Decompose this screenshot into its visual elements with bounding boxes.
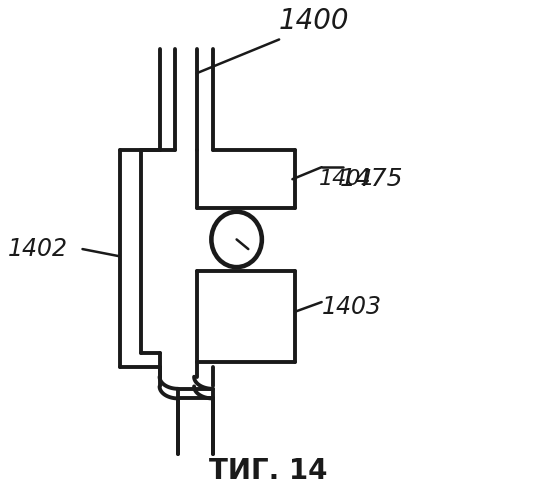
- Text: ΤИГ. 14: ΤИГ. 14: [209, 457, 328, 485]
- Text: 1402: 1402: [8, 237, 68, 261]
- Text: 1400: 1400: [279, 6, 350, 34]
- Text: 1475: 1475: [340, 167, 404, 191]
- Text: 1403: 1403: [322, 295, 382, 319]
- Text: 1401: 1401: [319, 169, 375, 189]
